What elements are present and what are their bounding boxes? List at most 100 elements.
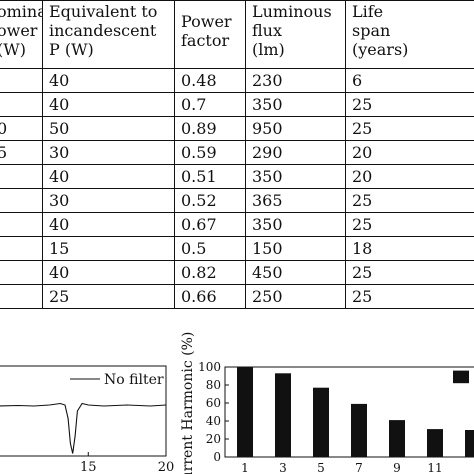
cell-equivalent-incandescent: 40 bbox=[42, 212, 175, 237]
y-tick-label: 20 bbox=[206, 432, 221, 446]
cell-equivalent-incandescent: 30 bbox=[42, 140, 175, 165]
cell-equivalent-incandescent: 25 bbox=[42, 284, 175, 309]
y-tick-label: 100 bbox=[198, 360, 221, 374]
bar-harmonic-13 bbox=[465, 430, 474, 457]
cell-luminous-flux: 350 bbox=[245, 212, 346, 237]
no-filter-waveform-chart: 15 20 No filter bbox=[0, 365, 174, 474]
x-axis-ticks: 1 3 5 7 9 11 bbox=[241, 461, 442, 474]
cell-equivalent-incandescent: 50 bbox=[42, 116, 175, 141]
y-tick-label: 0 bbox=[213, 450, 221, 464]
cell-life-span: 20 bbox=[345, 164, 474, 189]
cell-nominal-power bbox=[0, 188, 43, 213]
cell-power-factor: 0.82 bbox=[174, 260, 246, 285]
table-body: 400.482306400.7350250500.89950255300.592… bbox=[0, 68, 474, 309]
bar-harmonic-7 bbox=[351, 403, 367, 457]
cell-power-factor: 0.89 bbox=[174, 116, 246, 141]
specification-table: ominal ower (W) Equivalent to incandesce… bbox=[0, 0, 474, 309]
header-life-span: Life span (years) bbox=[345, 0, 474, 69]
bar-harmonic-1 bbox=[237, 367, 253, 457]
cell-power-factor: 0.59 bbox=[174, 140, 246, 165]
y-tick-label: 40 bbox=[206, 414, 221, 428]
table-row: 15 0.5 150 18 bbox=[0, 236, 474, 261]
y-axis-ticks: 0 20 40 60 80 100 bbox=[198, 360, 229, 464]
cell-power-factor: 0.5 bbox=[174, 236, 246, 261]
cell-nominal-power: 5 bbox=[0, 140, 43, 165]
cell-luminous-flux: 450 bbox=[245, 260, 346, 285]
x-tick-label: 7 bbox=[355, 461, 363, 474]
cell-luminous-flux: 950 bbox=[245, 116, 346, 141]
bar-harmonic-11 bbox=[427, 429, 443, 457]
cell-life-span: 25 bbox=[345, 116, 474, 141]
cell-nominal-power bbox=[0, 212, 43, 237]
cell-luminous-flux: 230 bbox=[245, 68, 346, 93]
bar-harmonic-upper-segment bbox=[453, 370, 469, 384]
cell-power-factor: 0.51 bbox=[174, 164, 246, 189]
cell-luminous-flux: 250 bbox=[245, 284, 346, 309]
cell-power-factor: 0.7 bbox=[174, 92, 246, 117]
cell-power-factor: 0.52 bbox=[174, 188, 246, 213]
bar-harmonic-3 bbox=[275, 373, 291, 457]
bar-harmonic-9 bbox=[389, 420, 405, 457]
cell-nominal-power bbox=[0, 164, 43, 189]
cell-luminous-flux: 290 bbox=[245, 140, 346, 165]
cell-life-span: 25 bbox=[345, 212, 474, 237]
cell-life-span: 20 bbox=[345, 140, 474, 165]
y-tick-label: 80 bbox=[206, 378, 221, 392]
cell-nominal-power: 0 bbox=[0, 116, 43, 141]
x-tick-label: 15 bbox=[80, 460, 97, 474]
cell-life-span: 6 bbox=[345, 68, 474, 93]
legend-label-no-filter: No filter bbox=[104, 372, 164, 388]
cell-equivalent-incandescent: 40 bbox=[42, 68, 175, 93]
cell-equivalent-incandescent: 40 bbox=[42, 260, 175, 285]
header-nominal-power: ominal ower (W) bbox=[0, 0, 43, 69]
table-row: 40 0.48 230 6 bbox=[0, 68, 474, 93]
table-row: 40 0.67 350 25 bbox=[0, 212, 474, 237]
cell-luminous-flux: 350 bbox=[245, 92, 346, 117]
table-row: 40 0.51 350 20 bbox=[0, 164, 474, 189]
x-tick-label: 20 bbox=[158, 460, 175, 474]
table-row: 40 0.82 450 25 bbox=[0, 260, 474, 285]
cell-life-span: 25 bbox=[345, 284, 474, 309]
cell-power-factor: 0.48 bbox=[174, 68, 246, 93]
cell-luminous-flux: 365 bbox=[245, 188, 346, 213]
cell-life-span: 25 bbox=[345, 260, 474, 285]
cell-nominal-power bbox=[0, 68, 43, 93]
cell-nominal-power bbox=[0, 92, 43, 117]
cell-equivalent-incandescent: 15 bbox=[42, 236, 175, 261]
x-tick-label: 1 bbox=[241, 461, 249, 474]
cell-life-span: 25 bbox=[345, 92, 474, 117]
cell-equivalent-incandescent: 30 bbox=[42, 188, 175, 213]
cell-nominal-power bbox=[0, 236, 43, 261]
cell-equivalent-incandescent: 40 bbox=[42, 164, 175, 189]
cell-equivalent-incandescent: 40 bbox=[42, 92, 175, 117]
table-row: 25 0.66 250 25 bbox=[0, 284, 474, 309]
x-tick-label: 9 bbox=[393, 461, 401, 474]
cell-power-factor: 0.66 bbox=[174, 284, 246, 309]
x-tick-label: 3 bbox=[279, 461, 287, 474]
header-luminous-flux: Luminous flux (lm) bbox=[245, 0, 346, 69]
series-line-no-filter bbox=[0, 402, 167, 454]
x-axis-ticks: 15 20 bbox=[80, 452, 174, 474]
plot-frame bbox=[0, 365, 167, 457]
table-row: 40 0.7 350 25 bbox=[0, 92, 474, 117]
cell-power-factor: 0.67 bbox=[174, 212, 246, 237]
y-tick-label: 60 bbox=[206, 396, 221, 410]
y-axis-label: urrent Harmonic (%) bbox=[180, 332, 196, 474]
x-tick-label: 5 bbox=[317, 461, 325, 474]
cell-nominal-power bbox=[0, 284, 43, 309]
bar-harmonic-5 bbox=[313, 387, 329, 457]
cell-luminous-flux: 350 bbox=[245, 164, 346, 189]
bars bbox=[237, 367, 474, 457]
header-equivalent-incandescent: Equivalent to incandescent P (W) bbox=[42, 0, 175, 69]
table-row: 30 0.52 365 25 bbox=[0, 188, 474, 213]
x-tick-label: 11 bbox=[427, 461, 442, 474]
current-harmonic-bar-chart: urrent Harmonic (%) 0 20 40 60 80 100 1 3 5 7 9 11 bbox=[180, 332, 474, 474]
cell-nominal-power bbox=[0, 260, 43, 285]
table-header-row: ominal ower (W) Equivalent to incandesce… bbox=[0, 0, 474, 69]
cell-life-span: 18 bbox=[345, 236, 474, 261]
cell-luminous-flux: 150 bbox=[245, 236, 346, 261]
cell-life-span: 25 bbox=[345, 188, 474, 213]
header-power-factor: Power factor bbox=[174, 0, 246, 69]
